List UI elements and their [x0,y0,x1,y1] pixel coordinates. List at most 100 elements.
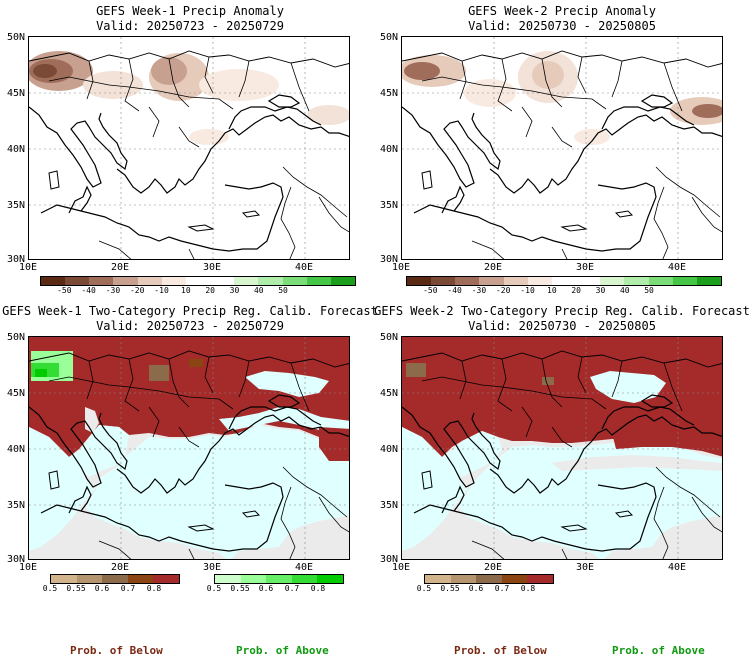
colorbar-swatch [527,575,553,583]
anomaly-tick: -10 [520,286,535,295]
panel2-valid: Valid: 20250730 - 20250805 [468,19,656,33]
colorbar-swatch [431,277,456,285]
colorbar-swatch [672,277,697,285]
panel3-lon-10: 10E [18,562,38,573]
anomaly-tick: 40 [619,286,630,295]
colorbar-swatch [527,277,552,285]
panel1-valid: Valid: 20250723 - 20250729 [96,19,284,33]
panel2-lat-30: 30N [379,254,398,265]
panel1-map[interactable] [28,36,350,260]
panel3-lon-20: 20E [110,562,130,573]
anomaly-tick: -30 [471,286,487,295]
colorbar-swatch [576,277,601,285]
panel1-lat-40: 40N [6,144,25,155]
anomaly-tick: -20 [129,286,145,295]
prob-above-tick: 0.55 [230,584,250,593]
panel4-valid: Valid: 20250730 - 20250805 [468,319,656,333]
colorbar-swatch [258,277,283,285]
colorbar-swatch [551,277,577,285]
panel1-lon-30: 30E [202,262,222,273]
prob-below-tick: 0.8 [520,584,536,593]
panel4-lat-35: 35N [379,500,398,511]
panel4-title: GEFS Week-2 Two-Category Precip Reg. Cal… [374,304,750,318]
panel1-lat-35: 35N [6,200,25,211]
panel2-lon-20: 20E [483,262,503,273]
anomaly-tick: 50 [278,286,288,295]
anomaly-tick: -20 [495,286,511,295]
anomaly-tick: -40 [81,286,96,295]
prob-below-tick: 0.7 [494,584,510,593]
anomaly-tick: 30 [595,286,606,295]
panel4-below-colorbar [424,574,554,584]
anomaly-tick: 30 [229,286,240,295]
panel3-lat-45: 45N [6,388,25,399]
colorbar-swatch [455,277,480,285]
colorbar-swatch [501,575,528,583]
prob-below-tick: 0.8 [146,584,162,593]
colorbar-swatch [306,277,331,285]
colorbar-swatch [153,575,179,583]
colorbar-swatch [41,277,66,285]
panel2-lat-50: 50N [379,32,398,43]
panel4-lat-40: 40N [379,444,398,455]
prob-above-tick: 0.6 [258,584,274,593]
panel2-lat-40: 40N [379,144,398,155]
panel3-lat-30: 30N [6,554,25,565]
anomaly-tick: 40 [253,286,264,295]
panel2-lon-10: 10E [391,262,411,273]
panel4-lon-20: 20E [483,562,503,573]
panel4-lon-40: 40E [667,562,687,573]
anomaly-tick: -50 [57,286,72,295]
panel4-map[interactable] [401,336,723,560]
panel1-title: GEFS Week-1 Precip Anomaly [96,4,284,18]
panel4-lon-10: 10E [391,562,411,573]
panel2-lat-35: 35N [379,200,398,211]
prob-below-tick: 0.6 [468,584,484,593]
panel3-below-colorbar [50,574,180,584]
colorbar-swatch [425,575,451,583]
panel1-lon-10: 10E [18,262,38,273]
colorbar-swatch [102,575,128,583]
panel1-lon-40: 40E [294,262,314,273]
panel2-lat-45: 45N [379,88,398,99]
panel4-above-label: Prob. of Above [612,644,705,657]
anomaly-tick: 10 [181,286,191,295]
panel4-lat-50: 50N [379,332,398,343]
panel2-anomaly-colorbar [406,276,722,286]
colorbar-swatch [51,575,77,583]
panel3-lon-30: 30E [202,562,222,573]
prob-above-tick: 0.8 [310,584,326,593]
panel2-lon-40: 40E [667,262,687,273]
colorbar-swatch [76,575,103,583]
panel1-lat-50: 50N [6,32,25,43]
panel3-above-label: Prob. of Above [236,644,329,657]
colorbar-swatch [185,277,211,285]
panel3-below-label: Prob. of Below [70,644,163,657]
anomaly-tick: 20 [571,286,581,295]
prob-above-tick: 0.5 [206,584,222,593]
colorbar-swatch [215,575,241,583]
panel1-lat-45: 45N [6,88,25,99]
panel3-lat-50: 50N [6,332,25,343]
colorbar-swatch [476,575,502,583]
anomaly-tick: -40 [447,286,462,295]
panel2-map[interactable] [401,36,723,260]
anomaly-tick: 20 [205,286,215,295]
colorbar-swatch [600,277,625,285]
anomaly-tick: -30 [105,286,121,295]
colorbar-swatch [65,277,90,285]
anomaly-tick: 50 [644,286,654,295]
panel3-map[interactable] [28,336,350,560]
panel1-anomaly-colorbar [40,276,356,286]
panel1-lat-30: 30N [6,254,25,265]
anomaly-tick: 10 [547,286,557,295]
prob-below-tick: 0.6 [94,584,110,593]
panel4-lon-30: 30E [575,562,595,573]
colorbar-swatch [503,277,528,285]
colorbar-swatch [317,575,343,583]
anomaly-tick: -10 [154,286,169,295]
colorbar-swatch [210,277,235,285]
panel3-valid: Valid: 20250723 - 20250729 [96,319,284,333]
panel3-title: GEFS Week-1 Two-Category Precip Reg. Cal… [2,304,378,318]
colorbar-swatch [291,575,318,583]
